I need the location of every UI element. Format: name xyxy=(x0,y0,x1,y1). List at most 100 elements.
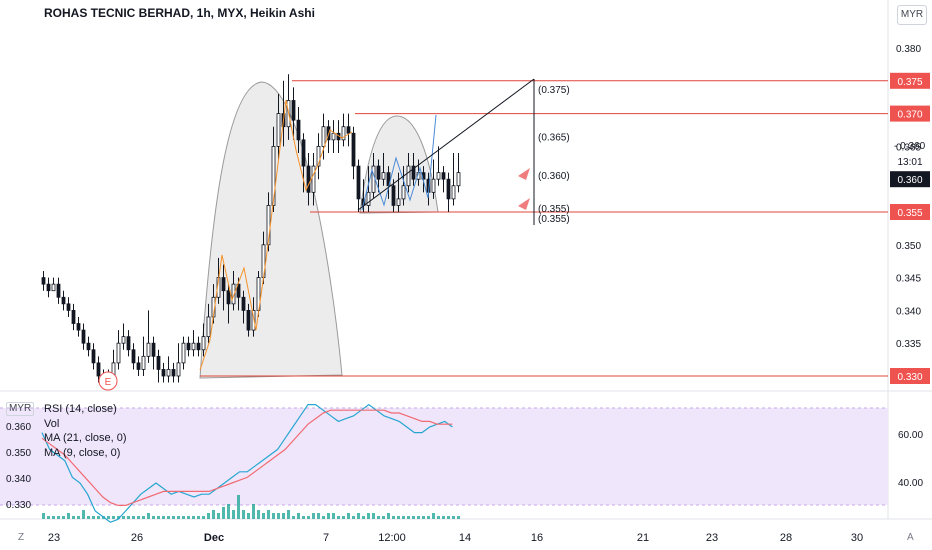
candle-body xyxy=(171,369,176,377)
volume-bar xyxy=(292,516,295,519)
volume-bar xyxy=(137,516,140,519)
volume-bar xyxy=(67,513,70,519)
projection-label: (0.365) xyxy=(538,132,570,143)
rsi-left-tick: 0.330 xyxy=(6,500,31,511)
legend-vol[interactable]: Vol xyxy=(44,417,60,430)
volume-bar xyxy=(237,495,240,519)
volume-bar xyxy=(407,516,410,519)
volume-bar xyxy=(312,513,315,519)
candle-body xyxy=(186,342,191,351)
current-price-label: 0.360 xyxy=(897,175,922,186)
candle-body xyxy=(136,362,141,370)
candle-body xyxy=(396,198,401,206)
zoom-button[interactable]: Z xyxy=(18,532,25,543)
countdown-label: 13:01 xyxy=(897,157,922,168)
candle-body xyxy=(296,119,301,141)
time-axis-label: 23 xyxy=(48,532,60,544)
candle-body xyxy=(251,309,256,331)
candle-body xyxy=(301,139,306,167)
volume-bar xyxy=(122,516,125,519)
volume-bar xyxy=(157,516,160,519)
currency-button[interactable]: MYR xyxy=(897,5,927,25)
volume-bar xyxy=(417,516,420,519)
volume-bar xyxy=(197,516,200,519)
volume-bar xyxy=(412,516,415,519)
candle-body xyxy=(316,145,321,167)
volume-bar xyxy=(172,516,175,519)
projection-arrow xyxy=(518,168,530,180)
volume-bar xyxy=(62,516,65,519)
volume-bar xyxy=(287,510,290,519)
volume-bar xyxy=(82,510,85,519)
legend-ma9[interactable]: MA (9, close, 0) xyxy=(44,446,121,459)
time-axis-label: Dec xyxy=(204,532,224,544)
legend-rsi[interactable]: RSI (14, close) xyxy=(44,403,117,415)
legend-ma21[interactable]: MA (21, close, 0) xyxy=(44,432,127,444)
candle-body xyxy=(341,126,346,141)
candle-body xyxy=(61,296,66,305)
candle-body xyxy=(131,349,136,364)
volume-bar xyxy=(182,516,185,519)
volume-bar xyxy=(222,507,225,519)
time-axis-label: 16 xyxy=(531,532,543,544)
candle-body xyxy=(311,165,316,193)
current-price-badge xyxy=(890,171,930,188)
volume-bar xyxy=(142,516,145,519)
candle-body xyxy=(51,283,56,292)
volume-bar xyxy=(262,513,265,519)
volume-bar xyxy=(392,516,395,519)
price-level-label: 0.375 xyxy=(897,77,922,88)
trend-projection-line xyxy=(357,78,535,211)
volume-bar xyxy=(447,516,450,519)
auto-scale-button[interactable]: A xyxy=(907,532,914,543)
candle-body xyxy=(431,178,436,193)
candle-body xyxy=(236,283,241,298)
candle-body xyxy=(331,132,336,141)
rsi-left-tick: 0.350 xyxy=(6,448,31,459)
price-level-label: 0.370 xyxy=(897,110,922,121)
price-axis-tick: 0.350 xyxy=(896,241,921,252)
volume-bar xyxy=(187,516,190,519)
candle-body xyxy=(356,165,361,200)
projection-label: (0.355) xyxy=(538,204,570,215)
chart-title: ROHAS TECNIC BERHAD, 1h, MYX, Heikin Ash… xyxy=(44,6,315,20)
candle-body xyxy=(41,277,46,285)
volume-bar xyxy=(207,513,210,519)
volume-bar xyxy=(77,516,80,519)
candle-body xyxy=(221,277,226,292)
volume-bar xyxy=(177,516,180,519)
rsi-right-tick: 40.00 xyxy=(898,478,923,489)
rsi-currency-label[interactable]: MYR xyxy=(6,402,35,416)
volume-bar xyxy=(42,513,45,519)
candle-body xyxy=(191,342,196,351)
candle-body xyxy=(76,323,81,331)
price-level-badge xyxy=(890,105,930,122)
projection-lines: (0.375) (0.365) (0.360) (0.355)(0.355) E xyxy=(98,78,570,391)
volume-bar xyxy=(227,504,230,519)
volume-bar xyxy=(117,516,120,519)
time-axis-label: 23 xyxy=(706,532,718,544)
volume-bar xyxy=(362,516,365,519)
volume-bar xyxy=(332,513,335,519)
volume-bar xyxy=(72,516,75,519)
candle-body xyxy=(86,342,91,351)
volume-bar xyxy=(432,513,435,519)
candle-body xyxy=(391,185,396,206)
volume-bar xyxy=(277,513,280,519)
volume-bar xyxy=(347,513,350,519)
candle-body xyxy=(226,290,231,305)
candle-body xyxy=(271,145,276,206)
volume-bar xyxy=(97,516,100,519)
time-axis-label: 28 xyxy=(780,532,792,544)
candle-body xyxy=(456,172,461,187)
price-level-label: 0.355 xyxy=(897,208,922,219)
price-axis-tick: - 0.360 xyxy=(894,141,926,152)
volume-bar xyxy=(167,516,170,519)
volume-bar xyxy=(372,513,375,519)
price-level-badge xyxy=(890,204,930,220)
candle-body xyxy=(71,309,76,324)
candle-body xyxy=(46,283,51,292)
volume-bar xyxy=(252,504,255,519)
projection-arrow xyxy=(518,198,530,210)
volume-bar xyxy=(147,513,150,519)
